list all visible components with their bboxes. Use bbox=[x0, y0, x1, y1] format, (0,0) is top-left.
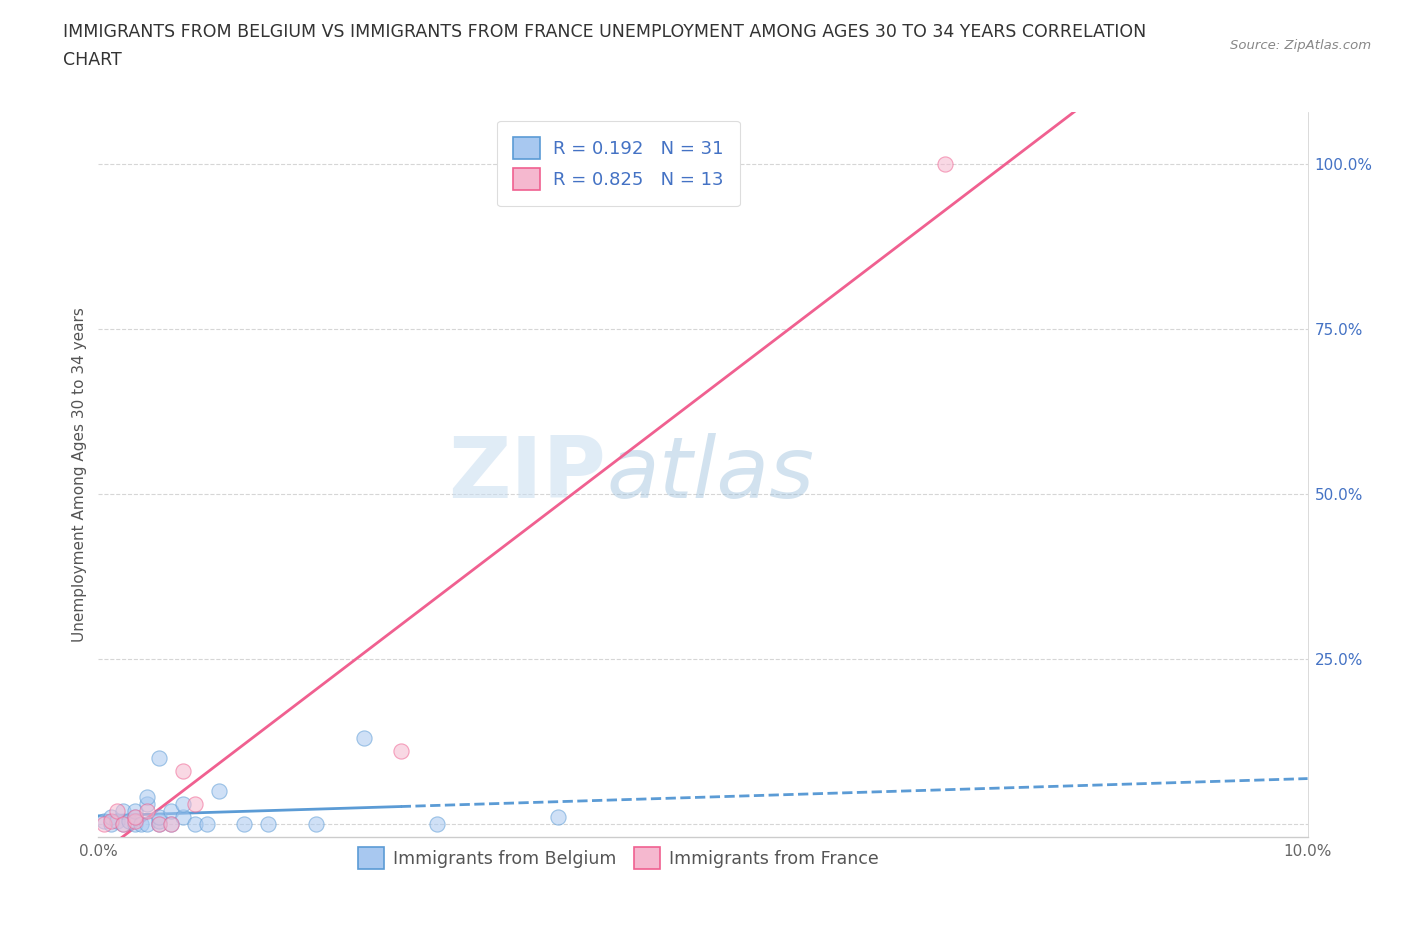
Point bbox=[256, 817, 278, 831]
Point bbox=[148, 813, 170, 828]
Point bbox=[135, 797, 157, 812]
Point bbox=[105, 804, 128, 818]
Point bbox=[135, 817, 157, 831]
Point bbox=[105, 813, 128, 828]
Point bbox=[124, 804, 146, 818]
Point bbox=[148, 817, 170, 831]
Point bbox=[305, 817, 328, 831]
Point bbox=[148, 810, 170, 825]
Point bbox=[129, 817, 152, 831]
Point bbox=[124, 817, 146, 831]
Point bbox=[184, 797, 207, 812]
Point bbox=[111, 817, 134, 831]
Point bbox=[195, 817, 218, 831]
Point bbox=[124, 810, 146, 825]
Text: IMMIGRANTS FROM BELGIUM VS IMMIGRANTS FROM FRANCE UNEMPLOYMENT AMONG AGES 30 TO : IMMIGRANTS FROM BELGIUM VS IMMIGRANTS FR… bbox=[63, 23, 1146, 41]
Point bbox=[172, 797, 194, 812]
Point bbox=[208, 783, 231, 798]
Text: Source: ZipAtlas.com: Source: ZipAtlas.com bbox=[1230, 39, 1371, 52]
Point bbox=[93, 813, 115, 828]
Text: ZIP: ZIP bbox=[449, 432, 606, 516]
Text: atlas: atlas bbox=[606, 432, 814, 516]
Point bbox=[160, 804, 183, 818]
Point bbox=[135, 790, 157, 804]
Point bbox=[124, 813, 146, 828]
Point bbox=[934, 157, 956, 172]
Y-axis label: Unemployment Among Ages 30 to 34 years: Unemployment Among Ages 30 to 34 years bbox=[72, 307, 87, 642]
Legend: Immigrants from Belgium, Immigrants from France: Immigrants from Belgium, Immigrants from… bbox=[352, 841, 886, 875]
Point bbox=[118, 813, 141, 828]
Point bbox=[547, 810, 569, 825]
Point bbox=[426, 817, 449, 831]
Point bbox=[135, 804, 157, 818]
Point bbox=[124, 810, 146, 825]
Point bbox=[100, 813, 122, 828]
Point bbox=[93, 817, 115, 831]
Point bbox=[148, 817, 170, 831]
Point bbox=[389, 744, 412, 759]
Point bbox=[160, 817, 183, 831]
Point bbox=[184, 817, 207, 831]
Point bbox=[111, 817, 134, 831]
Text: CHART: CHART bbox=[63, 51, 122, 69]
Point bbox=[172, 810, 194, 825]
Point bbox=[172, 764, 194, 778]
Point bbox=[160, 817, 183, 831]
Point bbox=[148, 751, 170, 765]
Point bbox=[111, 804, 134, 818]
Point bbox=[232, 817, 254, 831]
Point bbox=[353, 731, 375, 746]
Point bbox=[100, 810, 122, 825]
Point bbox=[100, 817, 122, 831]
